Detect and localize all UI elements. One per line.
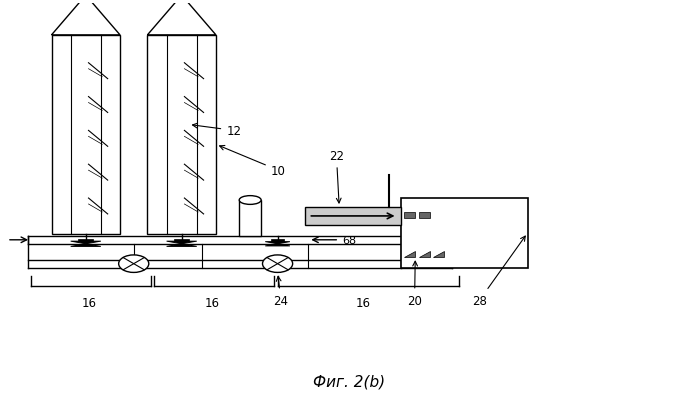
Polygon shape: [404, 212, 415, 219]
Text: 16: 16: [82, 296, 96, 309]
Polygon shape: [71, 241, 101, 244]
Text: Фиг. 2(b): Фиг. 2(b): [313, 374, 386, 388]
Polygon shape: [305, 207, 401, 225]
Text: 22: 22: [329, 150, 344, 203]
Text: 16: 16: [356, 296, 370, 309]
Polygon shape: [78, 239, 93, 241]
Polygon shape: [419, 212, 429, 219]
Polygon shape: [271, 240, 284, 242]
Text: 28: 28: [473, 237, 525, 307]
Text: 24: 24: [273, 277, 289, 307]
Text: 10: 10: [219, 146, 286, 177]
Circle shape: [263, 255, 293, 273]
Polygon shape: [404, 251, 415, 258]
Polygon shape: [166, 244, 196, 247]
Polygon shape: [419, 251, 429, 258]
Text: 12: 12: [192, 124, 241, 138]
Circle shape: [119, 255, 149, 273]
Polygon shape: [265, 244, 290, 246]
Polygon shape: [433, 251, 444, 258]
Text: 20: 20: [407, 262, 422, 307]
Polygon shape: [174, 239, 189, 241]
Text: 16: 16: [205, 296, 220, 309]
Polygon shape: [166, 241, 196, 244]
Polygon shape: [265, 242, 290, 244]
Ellipse shape: [239, 196, 261, 205]
Polygon shape: [71, 244, 101, 247]
Polygon shape: [239, 200, 261, 236]
Polygon shape: [401, 198, 528, 268]
Text: 68: 68: [343, 235, 356, 245]
